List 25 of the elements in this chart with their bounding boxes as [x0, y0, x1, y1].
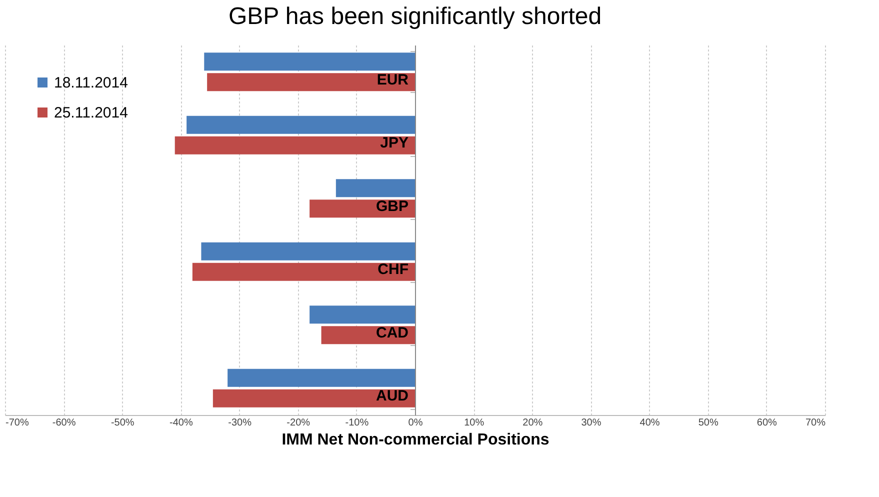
x-tick-label: 20%	[522, 418, 543, 428]
x-tick-label: 10%	[464, 418, 484, 428]
y-tick-label: AUD	[376, 388, 409, 405]
y-tick-label: EUR	[376, 71, 409, 88]
y-tick-label: GBP	[376, 198, 408, 215]
y-tick-label: CAD	[376, 324, 409, 342]
x-tick-label: -40%	[170, 418, 193, 428]
x-tick-label: -70%	[6, 418, 29, 428]
x-tick-label: 50%	[698, 418, 718, 428]
x-tick-label: 60%	[756, 418, 778, 428]
chart-title: GBP has been significantly shorted	[228, 3, 602, 30]
x-tick-label: -30%	[228, 418, 252, 428]
y-tick-label: JPY	[380, 134, 408, 152]
x-tick-label: -60%	[52, 418, 76, 428]
x-tick-label: -20%	[286, 418, 310, 428]
x-tick-label: -50%	[110, 418, 134, 428]
x-tick-label: 40%	[640, 418, 660, 428]
x-tick-label: 30%	[581, 418, 602, 428]
x-axis-title: IMM Net Non-commercial Positions	[282, 432, 550, 448]
x-tick-label: -10%	[345, 418, 369, 428]
y-tick-label: CHF	[378, 261, 408, 278]
x-tick-label: 70%	[805, 418, 826, 428]
x-tick-label: 0%	[408, 418, 423, 428]
legend-label: 25.11.2014	[54, 104, 128, 122]
legend-label: 18.11.2014	[54, 74, 128, 92]
